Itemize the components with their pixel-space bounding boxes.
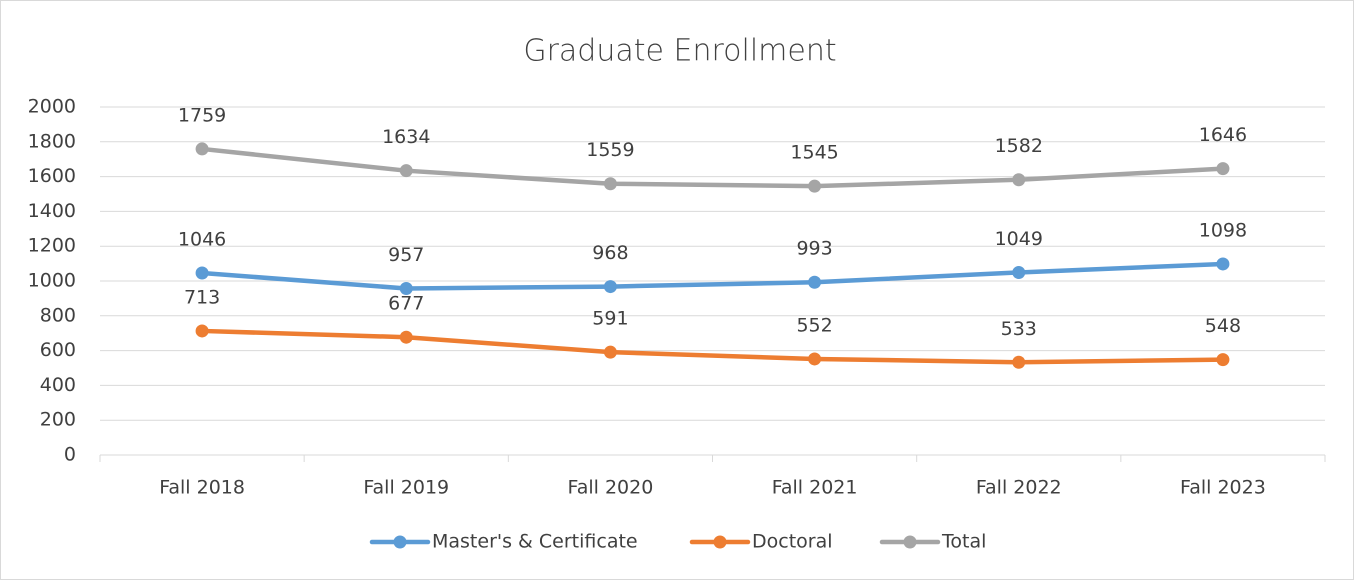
data-label: 1634 bbox=[382, 126, 430, 148]
y-tick-label: 1200 bbox=[28, 235, 76, 257]
y-tick-label: 2000 bbox=[28, 96, 76, 118]
data-point bbox=[808, 352, 822, 366]
legend-marker bbox=[713, 535, 727, 549]
y-tick-label: 1600 bbox=[28, 165, 76, 187]
data-label: 1046 bbox=[178, 228, 226, 250]
data-label: 993 bbox=[796, 238, 832, 260]
series-line bbox=[199, 146, 1226, 189]
y-tick-label: 0 bbox=[64, 444, 76, 466]
data-label: 548 bbox=[1205, 315, 1241, 337]
legend-label: Doctoral bbox=[752, 531, 833, 553]
data-label: 713 bbox=[184, 286, 220, 308]
data-point bbox=[1012, 355, 1026, 369]
y-tick-label: 600 bbox=[40, 339, 76, 361]
data-label: 1759 bbox=[178, 104, 226, 126]
data-label: 533 bbox=[1001, 318, 1037, 340]
data-point bbox=[808, 275, 822, 289]
data-point bbox=[399, 330, 413, 344]
legend-label: Total bbox=[941, 531, 986, 553]
data-label: 1545 bbox=[790, 142, 838, 164]
series-line bbox=[199, 261, 1226, 291]
data-label: 968 bbox=[592, 242, 628, 264]
data-point bbox=[1012, 173, 1026, 187]
data-label: 957 bbox=[388, 244, 424, 266]
y-tick-label: 1400 bbox=[28, 200, 76, 222]
data-point bbox=[603, 177, 617, 191]
data-label: 1582 bbox=[995, 135, 1043, 157]
data-label: 677 bbox=[388, 293, 424, 315]
data-label: 1559 bbox=[586, 139, 634, 161]
x-tick-label: Fall 2020 bbox=[568, 477, 654, 499]
data-point bbox=[1216, 162, 1230, 176]
data-point bbox=[1216, 353, 1230, 367]
data-point bbox=[1012, 265, 1026, 279]
chart-title: Graduate Enrollment bbox=[523, 34, 836, 69]
data-point bbox=[195, 324, 209, 338]
data-point bbox=[399, 281, 413, 295]
data-point bbox=[808, 179, 822, 193]
y-tick-label: 1000 bbox=[28, 270, 76, 292]
x-tick-label: Fall 2021 bbox=[772, 477, 858, 499]
legend-marker bbox=[903, 535, 917, 549]
data-point bbox=[603, 345, 617, 359]
data-label: 1098 bbox=[1199, 219, 1247, 241]
data-label: 1049 bbox=[995, 228, 1043, 250]
x-tick-label: Fall 2023 bbox=[1180, 477, 1266, 499]
x-tick-label: Fall 2019 bbox=[363, 477, 449, 499]
legend-label: Master's & Certificate bbox=[432, 531, 638, 553]
y-tick-label: 200 bbox=[40, 409, 76, 431]
legend-marker bbox=[393, 535, 407, 549]
y-tick-label: 800 bbox=[40, 304, 76, 326]
y-tick-label: 400 bbox=[40, 374, 76, 396]
data-point bbox=[603, 280, 617, 294]
series-line bbox=[199, 328, 1226, 365]
data-label: 552 bbox=[796, 314, 832, 336]
data-point bbox=[195, 142, 209, 156]
data-point bbox=[399, 164, 413, 178]
x-tick-label: Fall 2022 bbox=[976, 477, 1062, 499]
data-label: 1646 bbox=[1199, 124, 1247, 146]
x-tick-label: Fall 2018 bbox=[159, 477, 245, 499]
y-tick-label: 1800 bbox=[28, 130, 76, 152]
data-label: 591 bbox=[592, 308, 628, 330]
data-point bbox=[195, 266, 209, 280]
data-point bbox=[1216, 257, 1230, 271]
